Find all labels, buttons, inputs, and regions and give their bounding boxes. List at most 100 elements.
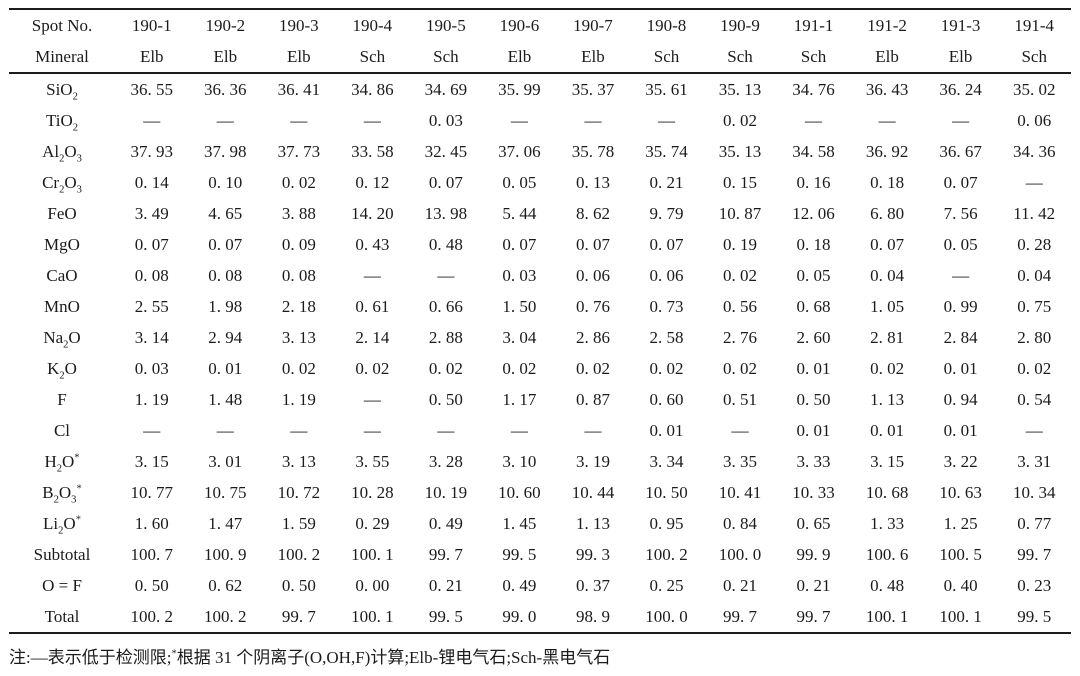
table-row: B2O3* 10. 77 10. 75 10. 72 10. 28 10. 19 10. 6… <box>9 477 1071 508</box>
value-cell: 0. 43 <box>355 235 390 254</box>
value-cell: — <box>216 111 234 130</box>
value-cell: 36. 36 <box>204 80 247 99</box>
value-cell: 14. 20 <box>351 204 394 223</box>
value-cell: 0. 07 <box>428 173 463 192</box>
row-label: F <box>57 390 67 409</box>
value-cell: 0. 75 <box>1017 297 1052 316</box>
value-cell: 0. 02 <box>575 359 610 378</box>
value-cell: — <box>584 421 602 440</box>
spot-number-cell: 190-4 <box>352 16 393 35</box>
value-cell: — <box>437 266 455 285</box>
value-cell: 98. 9 <box>575 607 610 626</box>
value-cell: 1. 13 <box>575 514 610 533</box>
table-row: Cr2O3 0. 14 0. 10 0. 02 0. 12 0. 07 0. 05 0. 13… <box>9 167 1071 198</box>
value-cell: 32. 45 <box>424 142 468 161</box>
value-cell: 0. 02 <box>355 359 390 378</box>
value-cell: 10. 50 <box>645 483 688 502</box>
value-cell: — <box>143 111 161 130</box>
value-cell: 0. 03 <box>134 359 169 378</box>
row-label: Li2O* <box>43 514 81 537</box>
value-cell: 0. 05 <box>943 235 978 254</box>
row-label: B2O3* <box>42 483 82 506</box>
value-cell: 0. 07 <box>649 235 684 254</box>
value-cell: 0. 02 <box>649 359 684 378</box>
table-row: Na2O 3. 14 2. 94 3. 13 2. 14 2. 88 3. 04 2. 86 2… <box>9 322 1071 353</box>
value-cell: — <box>290 421 308 440</box>
value-cell: 0. 02 <box>281 173 316 192</box>
table-row: MgO 0. 07 0. 07 0. 09 0. 43 0. 48 0. 07 0. 07 0.… <box>9 229 1071 260</box>
table-row: Cl — — — — — — — 0. 01 — 0. 01 0. 01 0. 01 — <box>9 415 1071 446</box>
value-cell: 0. 08 <box>134 266 169 285</box>
value-cell: 3. 01 <box>208 452 243 471</box>
spot-number-cell: 191-3 <box>940 16 981 35</box>
value-cell: 0. 16 <box>796 173 831 192</box>
value-cell: — <box>363 390 381 409</box>
value-cell: 2. 58 <box>649 328 684 347</box>
value-cell: 0. 05 <box>502 173 537 192</box>
mineral-code-cell: Elb <box>875 47 899 66</box>
header-row-label: Mineral <box>35 47 89 66</box>
value-cell: — <box>290 111 308 130</box>
value-cell: 0. 51 <box>723 390 758 409</box>
row-label: K2O <box>47 359 77 382</box>
value-cell: 0. 37 <box>575 576 610 595</box>
row-label: Al2O3 <box>42 142 82 165</box>
value-cell: 0. 94 <box>943 390 978 409</box>
value-cell: 1. 50 <box>502 297 537 316</box>
value-cell: 37. 73 <box>277 142 321 161</box>
mineral-code-cell: Sch <box>1021 47 1047 66</box>
value-cell: 1. 60 <box>134 514 169 533</box>
value-cell: — <box>952 111 970 130</box>
value-cell: 11. 42 <box>1013 204 1056 223</box>
value-cell: 3. 28 <box>428 452 463 471</box>
spot-number-cell: 190-2 <box>205 16 246 35</box>
row-label: SiO2 <box>46 80 78 103</box>
value-cell: 0. 50 <box>796 390 831 409</box>
value-cell: — <box>731 421 749 440</box>
value-cell: 3. 13 <box>281 328 316 347</box>
value-cell: 13. 98 <box>424 204 468 223</box>
value-cell: 100. 2 <box>204 607 247 626</box>
value-cell: 12. 06 <box>792 204 835 223</box>
value-cell: 1. 59 <box>281 514 316 533</box>
value-cell: 0. 08 <box>208 266 243 285</box>
value-cell: 0. 14 <box>134 173 169 192</box>
value-cell: 36. 24 <box>939 80 982 99</box>
value-cell: 99. 5 <box>1017 607 1052 626</box>
value-cell: 0. 68 <box>796 297 831 316</box>
value-cell: 10. 34 <box>1012 483 1056 502</box>
value-cell: 0. 01 <box>870 421 905 440</box>
value-cell: 0. 09 <box>281 235 316 254</box>
value-cell: 9. 79 <box>649 204 684 223</box>
value-cell: 99. 7 <box>428 545 463 564</box>
value-cell: 100. 1 <box>939 607 982 626</box>
value-cell: 0. 01 <box>943 421 978 440</box>
value-cell: 99. 7 <box>1017 545 1052 564</box>
value-cell: 36. 41 <box>277 80 321 99</box>
value-cell: 10. 44 <box>571 483 615 502</box>
value-cell: 3. 49 <box>134 204 169 223</box>
value-cell: 100. 1 <box>351 607 394 626</box>
value-cell: — <box>216 421 234 440</box>
value-cell: 0. 73 <box>649 297 684 316</box>
value-cell: 10. 72 <box>277 483 321 502</box>
value-cell: 2. 88 <box>428 328 463 347</box>
row-label: MnO <box>44 297 80 316</box>
table-row: O = F 0. 50 0. 62 0. 50 0. 00 0. 21 0. 49 0. 37… <box>9 570 1071 601</box>
value-cell: 10. 87 <box>718 204 762 223</box>
row-label: FeO <box>47 204 77 223</box>
value-cell: 3. 15 <box>134 452 169 471</box>
row-label: CaO <box>46 266 78 285</box>
value-cell: 0. 65 <box>796 514 831 533</box>
value-cell: 0. 15 <box>723 173 758 192</box>
table-row: Li2O* 1. 60 1. 47 1. 59 0. 29 0. 49 1. 45 1. 13… <box>9 508 1071 539</box>
value-cell: 0. 02 <box>723 266 758 285</box>
spot-number-cell: 190-9 <box>720 16 760 35</box>
row-label: Cl <box>53 421 71 440</box>
value-cell: 37. 93 <box>130 142 174 161</box>
value-cell: 0. 02 <box>428 359 463 378</box>
value-cell: 0. 29 <box>355 514 390 533</box>
value-cell: 1. 98 <box>208 297 243 316</box>
value-cell: 10. 33 <box>792 483 835 502</box>
value-cell: 99. 7 <box>281 607 316 626</box>
